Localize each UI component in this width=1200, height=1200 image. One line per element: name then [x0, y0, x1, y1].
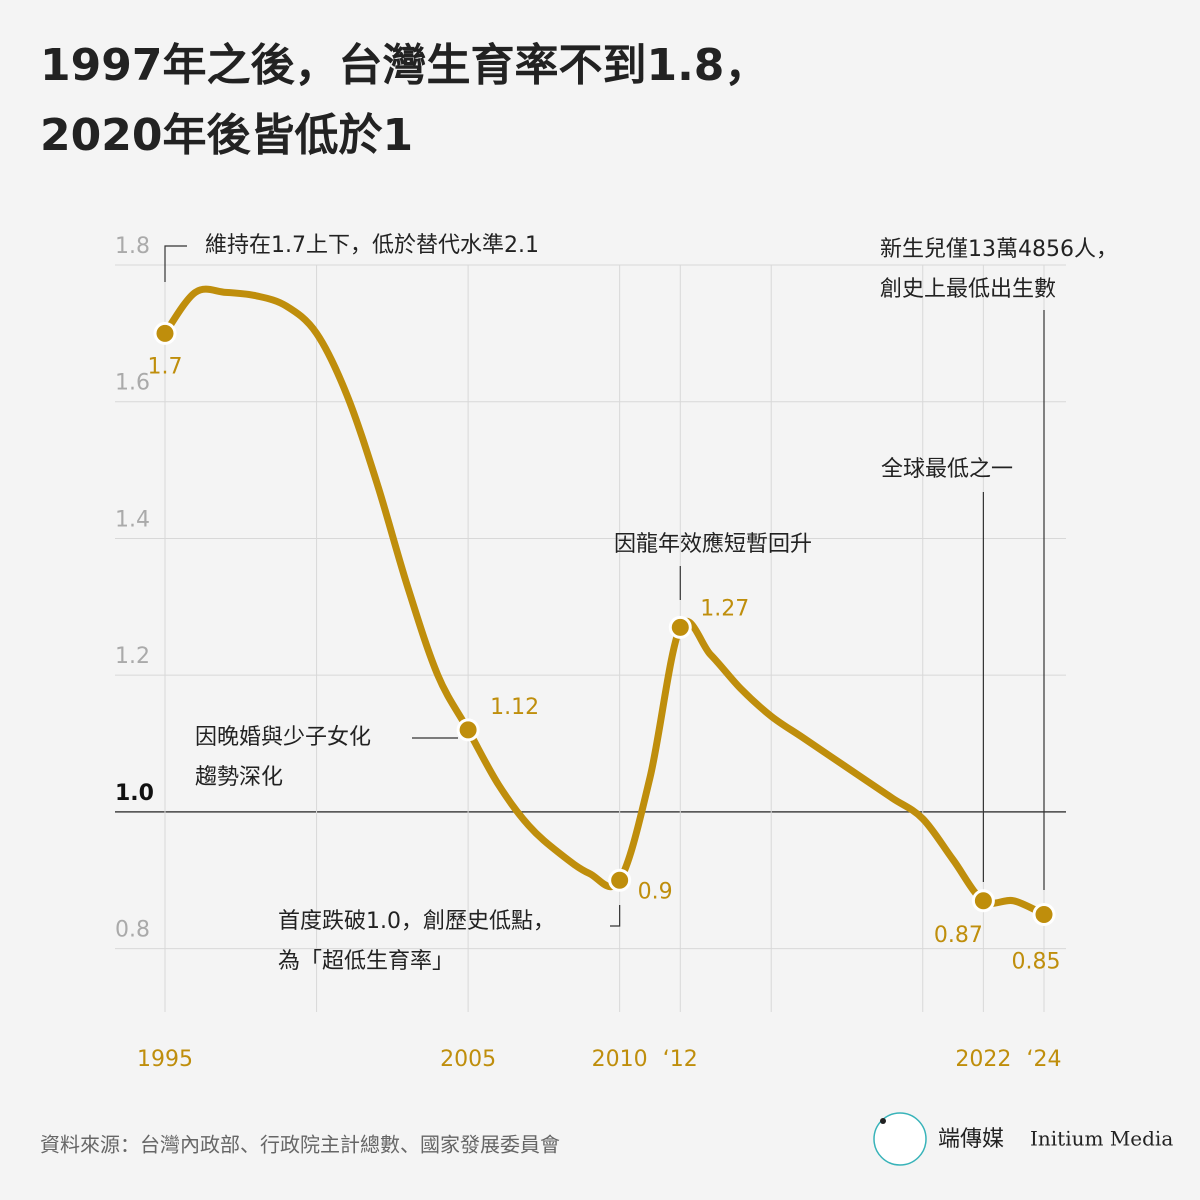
logo-dot	[880, 1118, 886, 1124]
value-label: 1.7	[148, 354, 183, 379]
source: 資料來源：台灣內政部、行政院主計總數、國家發展委員會	[40, 1133, 560, 1157]
y-tick-label: 0.8	[115, 918, 150, 943]
y-tick-label: 1.0	[115, 781, 154, 806]
point	[153, 321, 177, 345]
value-label: 0.9	[638, 879, 673, 904]
leader-line	[164, 245, 187, 282]
x-tick-label: 2005	[440, 1047, 496, 1072]
x-tick-label: 1995	[137, 1047, 193, 1072]
annotation: 創史上最低出生數	[880, 277, 1056, 302]
value-label: 0.87	[934, 923, 983, 948]
annotation: 因龍年效應短暫回升	[614, 531, 812, 557]
chart-title: 1997年之後，台灣生育率不到1.8，	[40, 40, 768, 91]
annotation: 首度跌破1.0，創歷史低點，	[278, 909, 555, 934]
point	[608, 868, 632, 892]
y-tick-label: 1.8	[115, 234, 150, 259]
y-tick-label: 1.4	[115, 507, 150, 532]
brand: Initium Media	[1030, 1127, 1173, 1151]
x-tick-label: ‘12	[663, 1047, 698, 1072]
logo-circle	[873, 1112, 927, 1166]
value-label: 1.27	[700, 596, 749, 621]
brand: 端傳媒	[938, 1127, 1004, 1152]
annotation: 為「超低生育率」	[278, 949, 454, 974]
point	[971, 889, 995, 913]
y-tick-label: 1.2	[115, 644, 150, 669]
x-tick-label: 2010	[592, 1047, 648, 1072]
annotation: 因晚婚與少子女化	[195, 725, 371, 750]
annotation: 全球最低之一	[881, 457, 1013, 482]
x-tick-label: ‘24	[1027, 1047, 1062, 1072]
line	[161, 285, 1048, 918]
point	[668, 615, 692, 639]
annotation: 新生兒僅13萬4856人，	[880, 237, 1118, 262]
y-tick-label: 1.6	[115, 371, 150, 396]
point	[1032, 902, 1056, 926]
value-label: 0.85	[1012, 949, 1061, 974]
point	[456, 718, 480, 742]
chart-title: 2020年後皆低於1	[40, 110, 413, 161]
annotation: 趨勢深化	[195, 765, 283, 790]
logo: 端傳媒 Initium Media	[873, 1112, 1173, 1166]
annotation: 維持在1.7上下，低於替代水準2.1	[205, 233, 539, 258]
value-label: 1.12	[490, 695, 539, 720]
leader-line	[610, 905, 621, 927]
x-tick-label: 2022	[955, 1047, 1011, 1072]
